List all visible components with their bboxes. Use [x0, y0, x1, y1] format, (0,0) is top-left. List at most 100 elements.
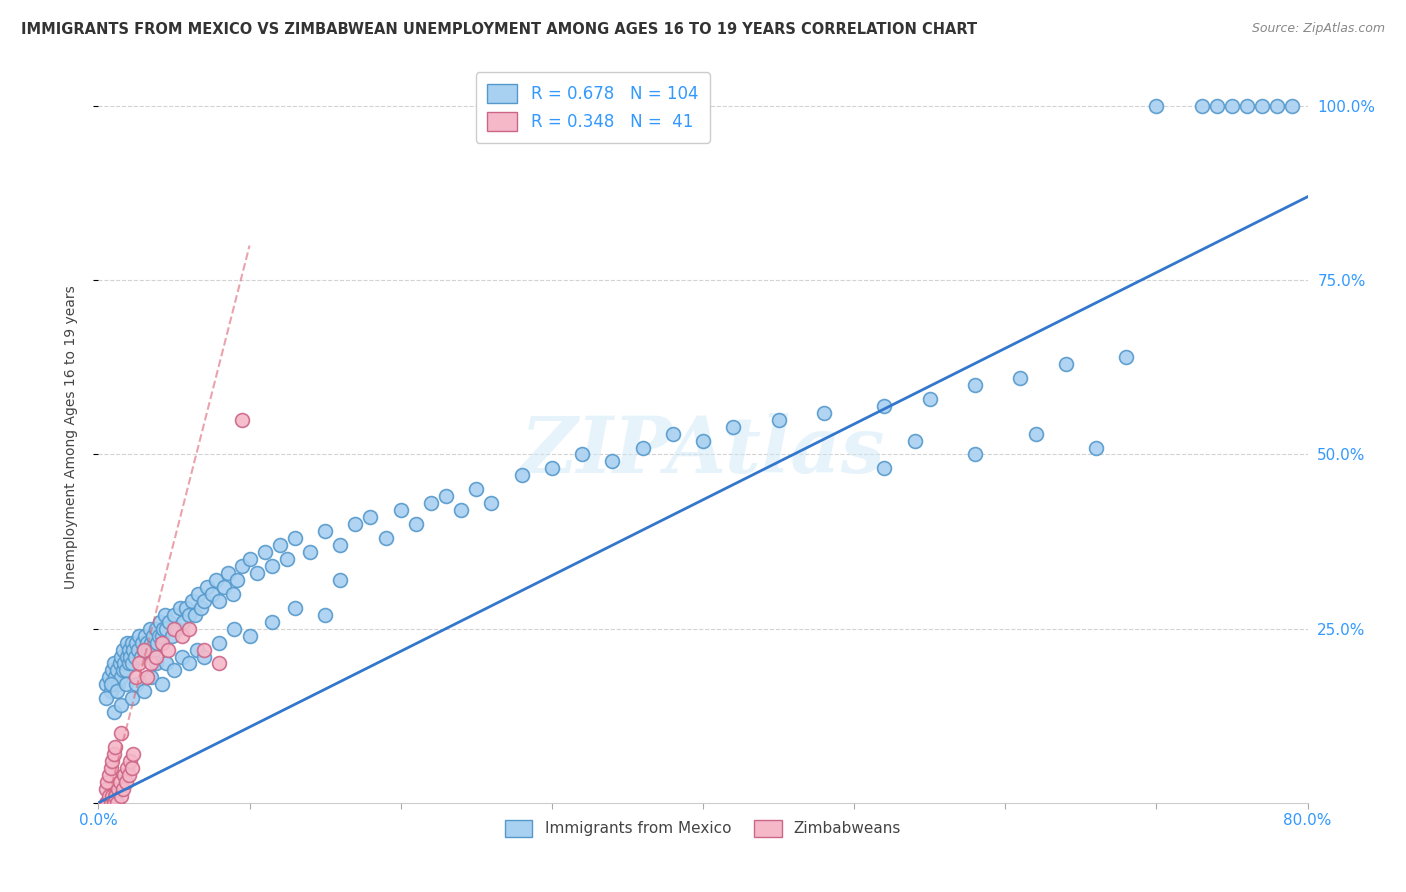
- Point: [405, 517, 427, 532]
- Point: [127, 642, 149, 657]
- Point: [434, 489, 457, 503]
- Point: [135, 635, 157, 649]
- Point: [143, 642, 166, 657]
- Point: [768, 412, 790, 426]
- Point: [163, 622, 186, 636]
- Point: [1220, 99, 1243, 113]
- Point: [187, 587, 209, 601]
- Point: [125, 677, 148, 691]
- Point: [104, 789, 127, 803]
- Point: [111, 781, 134, 796]
- Point: [181, 594, 204, 608]
- Point: [170, 629, 193, 643]
- Point: [141, 670, 163, 684]
- Point: [1010, 371, 1032, 385]
- Point: [314, 607, 336, 622]
- Point: [299, 545, 322, 559]
- Point: [107, 677, 129, 691]
- Point: [139, 622, 162, 636]
- Point: [222, 587, 245, 601]
- Point: [125, 670, 148, 684]
- Point: [110, 726, 132, 740]
- Point: [98, 670, 121, 684]
- Point: [104, 740, 127, 755]
- Point: [111, 664, 134, 678]
- Point: [125, 635, 148, 649]
- Point: [103, 747, 125, 761]
- Point: [103, 677, 125, 691]
- Point: [103, 657, 125, 671]
- Point: [101, 754, 124, 768]
- Point: [262, 615, 284, 629]
- Point: [132, 684, 155, 698]
- Point: [94, 691, 117, 706]
- Point: [94, 677, 117, 691]
- Point: [105, 796, 128, 810]
- Point: [150, 635, 173, 649]
- Point: [96, 775, 118, 789]
- Point: [121, 691, 143, 706]
- Point: [94, 796, 117, 810]
- Point: [128, 629, 150, 643]
- Text: Source: ZipAtlas.com: Source: ZipAtlas.com: [1251, 22, 1385, 36]
- Point: [193, 649, 215, 664]
- Point: [129, 649, 152, 664]
- Point: [231, 558, 253, 573]
- Point: [631, 441, 654, 455]
- Point: [148, 629, 170, 643]
- Point: [813, 406, 835, 420]
- Point: [132, 642, 155, 657]
- Point: [115, 649, 138, 664]
- Point: [360, 510, 382, 524]
- Point: [253, 545, 276, 559]
- Point: [114, 677, 136, 691]
- Point: [114, 775, 136, 789]
- Point: [208, 635, 231, 649]
- Point: [103, 705, 125, 719]
- Point: [105, 664, 128, 678]
- Point: [162, 629, 184, 643]
- Point: [1144, 99, 1167, 113]
- Point: [100, 684, 122, 698]
- Point: [100, 677, 122, 691]
- Point: [163, 607, 186, 622]
- Point: [112, 657, 135, 671]
- Point: [120, 649, 142, 664]
- Point: [184, 607, 207, 622]
- Point: [873, 399, 896, 413]
- Point: [121, 657, 143, 671]
- Point: [1281, 99, 1303, 113]
- Point: [723, 419, 745, 434]
- Point: [208, 594, 231, 608]
- Point: [94, 781, 117, 796]
- Point: [150, 677, 173, 691]
- Point: [124, 649, 146, 664]
- Point: [904, 434, 927, 448]
- Point: [110, 649, 132, 664]
- Point: [224, 622, 246, 636]
- Point: [141, 635, 163, 649]
- Point: [374, 531, 396, 545]
- Legend: Immigrants from Mexico, Zimbabweans: Immigrants from Mexico, Zimbabweans: [496, 811, 910, 847]
- Point: [1024, 426, 1046, 441]
- Point: [540, 461, 562, 475]
- Point: [239, 552, 262, 566]
- Point: [217, 566, 239, 580]
- Point: [246, 566, 269, 580]
- Point: [155, 622, 177, 636]
- Point: [602, 454, 624, 468]
- Point: [146, 635, 169, 649]
- Point: [98, 789, 121, 803]
- Point: [98, 768, 121, 782]
- Point: [510, 468, 533, 483]
- Point: [284, 531, 307, 545]
- Point: [120, 754, 142, 768]
- Point: [965, 377, 987, 392]
- Point: [201, 587, 224, 601]
- Point: [190, 600, 212, 615]
- Point: [193, 642, 215, 657]
- Point: [1267, 99, 1289, 113]
- Point: [205, 573, 228, 587]
- Point: [1115, 350, 1137, 364]
- Point: [115, 761, 138, 775]
